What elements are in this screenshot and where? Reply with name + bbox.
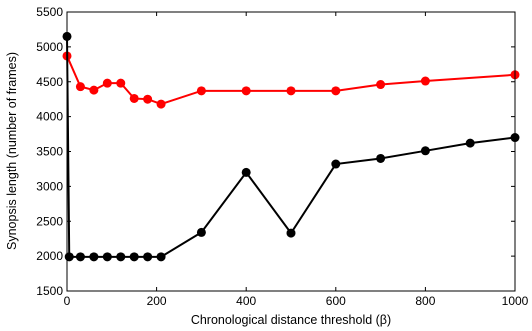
series-1-point <box>129 93 139 103</box>
series-2-point <box>196 227 206 237</box>
series-2-point <box>75 252 85 262</box>
series-1-point <box>376 80 386 90</box>
x-tick-label: 0 <box>64 294 71 308</box>
series-1-point <box>331 86 341 96</box>
x-tick-label: 400 <box>236 294 256 308</box>
y-tick-label: 3500 <box>36 145 63 159</box>
x-tick-label: 800 <box>415 294 435 308</box>
series-2-point <box>64 252 74 262</box>
series-1-point <box>286 86 296 96</box>
series-2-point <box>116 252 126 262</box>
series-2-point <box>420 146 430 156</box>
series-2-point <box>241 167 251 177</box>
x-tick-label: 200 <box>147 294 167 308</box>
series-1-point <box>196 86 206 96</box>
x-tick-label: 1000 <box>502 294 529 308</box>
series-2-point <box>156 252 166 262</box>
y-tick-label: 1500 <box>36 284 63 298</box>
series-2-point <box>102 252 112 262</box>
series-2-point <box>129 252 139 262</box>
series-1-point <box>116 78 126 88</box>
series-1-point <box>75 82 85 92</box>
y-tick-label: 5000 <box>36 40 63 54</box>
series-layer <box>62 31 520 262</box>
series-1-point <box>156 99 166 109</box>
x-axis-label: Chronological distance threshold (β) <box>191 313 391 327</box>
series-1-point <box>89 85 99 95</box>
series-1-point <box>143 94 153 104</box>
series-1-point <box>102 78 112 88</box>
series-line-2 <box>66 36 516 258</box>
plot-frame <box>66 11 516 292</box>
series-2-point <box>465 138 475 148</box>
series-2-point <box>331 159 341 169</box>
y-tick-label: 2500 <box>36 214 63 228</box>
x-tick-label: 600 <box>326 294 346 308</box>
y-tick-label: 5500 <box>36 5 63 19</box>
y-tick-label: 4500 <box>36 75 63 89</box>
y-tick-label: 2000 <box>36 249 63 263</box>
axis-ticks: 0 200 400 600 800 1000 1500 2000 2500 3000 3500 400… <box>36 5 528 308</box>
series-1-point <box>241 86 251 96</box>
series-2-point <box>286 228 296 238</box>
series-1-point <box>420 76 430 86</box>
series-2-point <box>376 153 386 163</box>
y-tick-label: 3000 <box>36 179 63 193</box>
series-2-point <box>89 252 99 262</box>
y-axis-label: Synopsis length (number of frames) <box>5 52 19 250</box>
y-tick-label: 4000 <box>36 110 63 124</box>
series-2-point <box>143 252 153 262</box>
